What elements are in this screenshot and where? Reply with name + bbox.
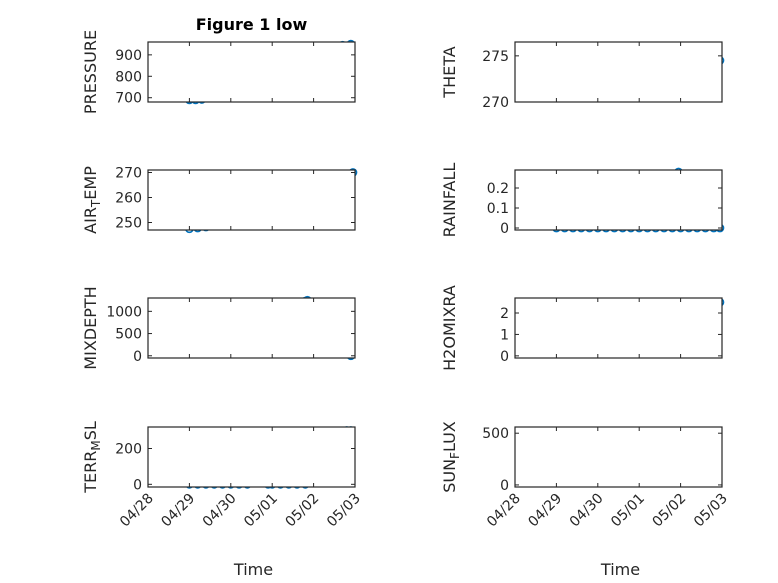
y-tick-label: 700 [115, 91, 142, 107]
y-tick-label: 0 [133, 349, 142, 365]
y-tick-label: 275 [482, 49, 509, 65]
subplot-h2omixra: 0 1 2 H2OMIXRA [440, 285, 725, 371]
x-axis-label: Time [600, 560, 640, 579]
chart-title: Figure 1 low [196, 15, 308, 34]
subplot-terr-msl: 0 200 04/28 04/29 04/30 05/01 05/02 05/03 TERRMS… [81, 421, 364, 579]
subplot-theta: 270 275 THETA [440, 41, 725, 111]
y-axis-label: RAINFALL [440, 163, 459, 238]
y-tick-label: 0 [133, 477, 142, 493]
x-tick-label: 04/28 [117, 491, 157, 531]
x-tick-label: 05/03 [691, 491, 731, 531]
axis-frame [514, 426, 723, 488]
x-tick-label: 05/03 [324, 491, 364, 531]
y-tick-label: 1 [500, 327, 509, 343]
axis-frame [514, 297, 723, 359]
subplot-mixdepth: 0 500 1000 MIXDEPTH [81, 286, 356, 370]
y-tick-label: 0.2 [487, 181, 509, 197]
axis-frame [147, 41, 356, 103]
axis-frame [147, 297, 356, 359]
y-axis-label: THETA [440, 46, 459, 98]
x-tick-label: 05/02 [650, 491, 690, 531]
x-axis-label: Time [233, 560, 273, 579]
subplot-air-temp: 250 260 270 AIRTEMP [81, 166, 358, 234]
y-tick-label: 900 [115, 48, 142, 64]
y-tick-label: 0 [500, 349, 509, 365]
y-axis-label: PRESSURE [81, 30, 100, 114]
axis-frame [514, 41, 723, 103]
y-tick-label: 200 [115, 441, 142, 457]
y-tick-label: 500 [482, 426, 509, 442]
y-tick-label: 0 [500, 221, 509, 237]
y-axis-label: SUNFLUX [440, 421, 462, 493]
x-tick-label: 04/30 [567, 491, 607, 531]
subplot-pressure: 700 800 900 PRESSURE Figure 1 low [81, 15, 356, 114]
y-tick-label: 260 [115, 191, 142, 207]
x-tick-label: 04/29 [158, 491, 198, 531]
y-axis-label: TERRMSL [81, 421, 103, 494]
y-tick-label: 0 [500, 478, 509, 494]
y-axis-label: H2OMIXRA [440, 285, 459, 371]
y-tick-label: 0.1 [487, 201, 509, 217]
subplot-sun-flux: 0 500 04/28 04/29 04/30 05/01 05/02 05/03 SUNFLU… [440, 421, 731, 579]
y-tick-label: 270 [482, 95, 509, 111]
subplot-rainfall: 0 0.1 0.2 RAINFALL [440, 163, 725, 238]
y-tick-label: 800 [115, 69, 142, 85]
axis-frame [147, 426, 356, 488]
y-axis-label: MIXDEPTH [81, 286, 100, 369]
axis-frame [514, 169, 723, 231]
y-axis-label: AIRTEMP [81, 166, 103, 234]
y-tick-label: 270 [115, 166, 142, 182]
y-tick-label: 1000 [106, 304, 142, 320]
y-tick-label: 500 [115, 327, 142, 343]
x-tick-label: 04/29 [525, 491, 565, 531]
y-tick-label: 250 [115, 216, 142, 232]
x-tick-label: 05/01 [241, 491, 281, 531]
y-tick-label: 2 [500, 306, 509, 322]
x-tick-label: 04/28 [484, 491, 524, 531]
x-tick-label: 04/30 [200, 491, 240, 531]
x-tick-label: 05/02 [283, 491, 323, 531]
x-tick-label: 05/01 [608, 491, 648, 531]
axis-frame [147, 169, 356, 231]
